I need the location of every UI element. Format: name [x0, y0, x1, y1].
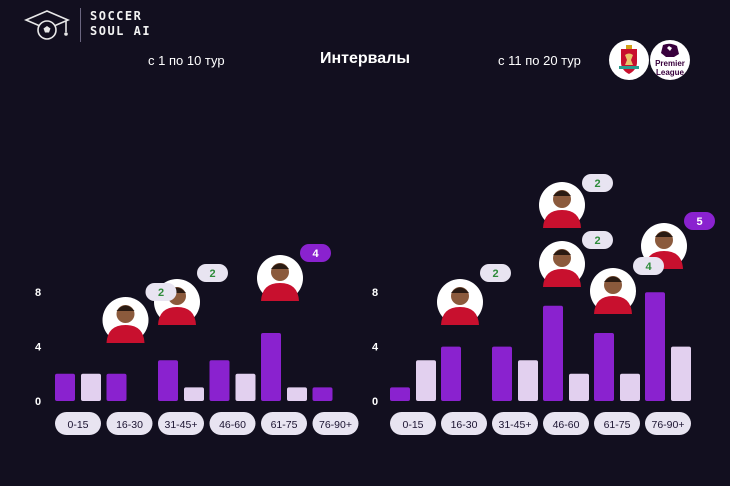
- right-category-pill: [543, 412, 589, 435]
- right-category-label: 0-15: [402, 419, 423, 431]
- left-y-tick-label: 8: [35, 287, 41, 299]
- right-y-tick-label: 0: [372, 396, 378, 408]
- right-category-label: 61-75: [604, 419, 631, 431]
- left-count-badge: [197, 264, 228, 282]
- right-count-badge: [684, 212, 715, 230]
- right-category-pill: [390, 412, 436, 435]
- right-bar-light: [569, 373, 589, 401]
- left-bar-light: [81, 373, 101, 401]
- right-bar-light: [620, 373, 640, 401]
- right-player-shirt: [543, 269, 581, 287]
- left-player-shirt: [106, 325, 145, 343]
- left-bar-dark: [261, 333, 281, 401]
- brand-logo-icon: [23, 10, 71, 40]
- page-title: Интервалы: [319, 50, 411, 67]
- right-bar-dark: [492, 346, 512, 401]
- left-category-pill: [209, 412, 256, 435]
- right-player-hair: [604, 276, 622, 282]
- right-count-badge: [582, 231, 613, 249]
- right-y-tick-label: 8: [372, 287, 378, 299]
- right-count-badge-label: 5: [696, 216, 702, 228]
- right-y-tick-label: 4: [372, 342, 379, 354]
- right-player-shirt: [441, 307, 479, 325]
- left-bar-dark: [312, 387, 333, 401]
- left-bar-dark: [158, 360, 178, 401]
- left-chart-title: с 1 по 10 тур: [148, 53, 225, 68]
- right-bar-light: [518, 360, 538, 401]
- right-bar-dark: [645, 292, 665, 401]
- premier-league-text-2: League: [655, 68, 684, 77]
- right-player-hair: [451, 287, 469, 293]
- left-count-badge: [145, 283, 177, 301]
- premier-league-badge: Premier League: [650, 40, 690, 80]
- right-category-pill: [441, 412, 487, 435]
- left-category-pill: [106, 412, 153, 435]
- left-y-tick-label: 4: [35, 342, 42, 354]
- right-player-hair: [553, 249, 571, 255]
- right-bar-light: [416, 360, 436, 401]
- left-count-badge: [300, 244, 331, 262]
- right-count-badge: [633, 257, 664, 275]
- brand-line-1: SOCCER: [90, 9, 143, 23]
- right-count-badge: [582, 174, 613, 192]
- left-player-shirt: [261, 283, 299, 301]
- right-count-badge-label: 2: [594, 178, 600, 190]
- left-y-tick-label: 0: [35, 396, 41, 408]
- right-count-badge-label: 2: [492, 268, 498, 280]
- left-category-pill: [55, 412, 101, 435]
- left-category-label: 46-60: [219, 419, 246, 431]
- right-category-pill: [594, 412, 640, 435]
- right-bar-dark: [441, 346, 461, 401]
- right-player-hair: [553, 190, 571, 196]
- right-bar-light: [671, 346, 691, 401]
- right-category-label: 46-60: [553, 419, 580, 431]
- left-count-badge-label: 2: [209, 268, 215, 280]
- right-category-pill: [492, 412, 538, 435]
- left-bar-dark: [55, 373, 75, 401]
- right-player-shirt: [543, 210, 581, 228]
- left-category-pill: [312, 412, 359, 435]
- left-player-shirt: [158, 307, 196, 325]
- left-category-pill: [158, 412, 204, 435]
- brand-name: SOCCER SOUL AI: [90, 9, 151, 39]
- left-bar-light: [184, 387, 204, 401]
- left-player-hair: [116, 305, 135, 311]
- brand-divider: [80, 8, 81, 42]
- right-count-badge: [480, 264, 511, 282]
- right-category-label: 16-30: [451, 419, 478, 431]
- right-category-label: 76-90+: [652, 419, 685, 431]
- left-category-label: 76-90+: [319, 419, 352, 431]
- left-category-pill: [261, 412, 307, 435]
- left-bar-dark: [106, 373, 127, 401]
- right-player-hair: [655, 231, 673, 237]
- right-category-label: 31-45+: [499, 419, 532, 431]
- right-count-badge-label: 4: [645, 261, 652, 273]
- left-bar-dark: [209, 360, 230, 401]
- left-player-hair: [271, 263, 289, 269]
- right-count-badge-label: 2: [594, 235, 600, 247]
- left-bar-light: [287, 387, 307, 401]
- left-category-label: 31-45+: [165, 419, 198, 431]
- left-category-label: 16-30: [116, 419, 143, 431]
- left-category-label: 0-15: [67, 419, 88, 431]
- premier-league-lion-icon: [661, 43, 679, 57]
- right-player-shirt: [594, 296, 632, 314]
- liverpool-crest-icon: [609, 40, 649, 80]
- right-chart-title: с 11 по 20 тур: [498, 53, 581, 68]
- right-bar-dark: [390, 387, 410, 401]
- brand-line-2: SOUL AI: [90, 24, 152, 38]
- left-count-badge-label: 2: [158, 287, 164, 299]
- right-bar-dark: [594, 333, 614, 401]
- right-bar-dark: [543, 305, 563, 401]
- right-category-pill: [645, 412, 691, 435]
- left-count-badge-label: 4: [312, 248, 319, 260]
- left-category-label: 61-75: [271, 419, 298, 431]
- left-bar-light: [235, 373, 256, 401]
- premier-league-text-1: Premier: [655, 59, 685, 68]
